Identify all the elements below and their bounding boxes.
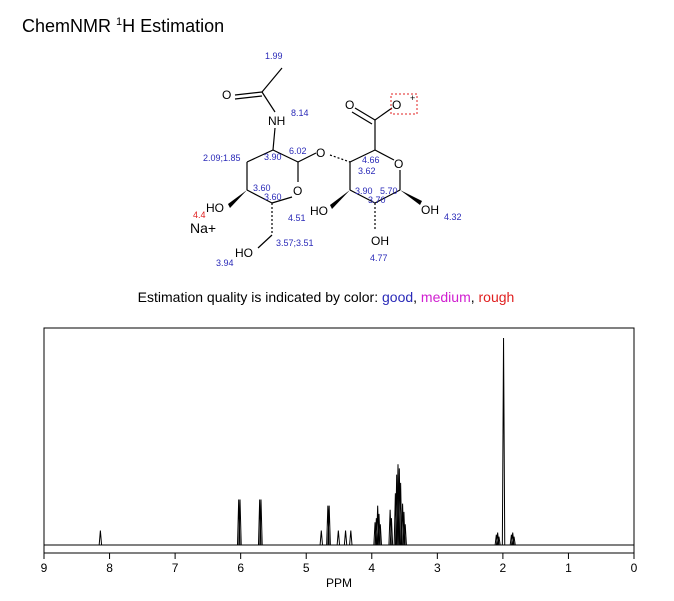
shift-label: 3.57;3.51 (276, 238, 314, 248)
shift-label: 4.66 (362, 155, 380, 165)
quality-item: rough (475, 289, 515, 305)
peak (259, 499, 263, 546)
x-tick-label: 8 (106, 561, 113, 575)
shift-label: 3.90 (355, 186, 373, 196)
peak (389, 518, 394, 546)
atom-label: + (410, 93, 415, 103)
molecule-atoms: O NH O O O O O HO HO HO OH OH Na+ + (190, 88, 439, 260)
title-prefix: ChemNMR (22, 16, 111, 36)
quality-note: Estimation quality is indicated by color… (138, 289, 515, 305)
atom-label: O (316, 146, 325, 160)
peak (238, 499, 242, 546)
peak (336, 530, 341, 546)
atom-label: HO (235, 246, 253, 260)
x-axis-label: PPM (326, 576, 352, 590)
spectrum: 9 8 7 6 5 4 3 2 1 0 PPM (41, 337, 638, 590)
atom-label: O (392, 98, 401, 112)
x-tick-label: 5 (303, 561, 310, 575)
shift-label: 4.32 (444, 212, 462, 222)
peak (378, 524, 382, 546)
shift-label: 2.09;1.85 (203, 153, 241, 163)
x-tick-label: 1 (565, 561, 572, 575)
shift-label: 3.70 (368, 195, 386, 205)
x-tick-label: 4 (368, 561, 375, 575)
peak (327, 505, 331, 546)
quality-item: good (378, 289, 413, 305)
peak (349, 530, 353, 546)
shift-label: 4.51 (288, 213, 306, 223)
atom-label: Na+ (190, 220, 216, 236)
shift-label: 8.14 (291, 108, 309, 118)
peak (398, 482, 403, 546)
x-tick-label: 6 (237, 561, 244, 575)
shift-label: 3.62 (358, 166, 376, 176)
quality-item: medium (417, 289, 471, 305)
atom-label: O (394, 157, 403, 171)
peak (343, 530, 348, 546)
plot-frame (43, 327, 635, 554)
peak (512, 536, 516, 546)
atom-label: NH (268, 114, 285, 128)
atom-label: OH (421, 203, 439, 217)
shift-label: 6.02 (289, 146, 307, 156)
atom-label: HO (310, 204, 328, 218)
shift-label: 3.90 (264, 152, 282, 162)
x-tick-label: 0 (631, 561, 638, 575)
peak (501, 337, 506, 546)
atom-label: OH (371, 234, 389, 248)
peak (319, 530, 323, 546)
shift-label: 4.77 (370, 253, 388, 263)
quality-text: Estimation quality is indicated by color… (138, 289, 378, 305)
peak (497, 536, 501, 546)
molecule-bonds (228, 67, 422, 249)
atom-label: O (345, 98, 354, 112)
title-text: H Estimation (122, 16, 224, 36)
molecule-shifts: 1.99 8.14 2.09;1.85 3.90 6.02 3.603.60 4.51 3.5… (193, 51, 462, 268)
shift-label: 4.4 (193, 210, 206, 220)
peak (403, 524, 407, 546)
shift-label: 3.60 (264, 192, 282, 202)
shift-label: 3.94 (216, 258, 234, 268)
shift-label: 1.99 (265, 51, 283, 61)
quality-separator: , (413, 289, 417, 305)
atom-label: HO (206, 201, 224, 215)
atom-label: O (293, 184, 302, 198)
title-superscript: 1 (116, 16, 122, 28)
x-tick-label: 9 (41, 561, 48, 575)
x-tick-label: 7 (172, 561, 179, 575)
quality-separator: , (471, 289, 475, 305)
page-title: ChemNMR 1H Estimation (22, 16, 224, 36)
x-tick-label: 2 (500, 561, 507, 575)
shift-label: 5.70 (380, 186, 398, 196)
peak (98, 530, 103, 546)
atom-label: O (222, 88, 231, 102)
x-tick-label: 3 (434, 561, 441, 575)
shift-label: 3.60 (253, 183, 271, 193)
